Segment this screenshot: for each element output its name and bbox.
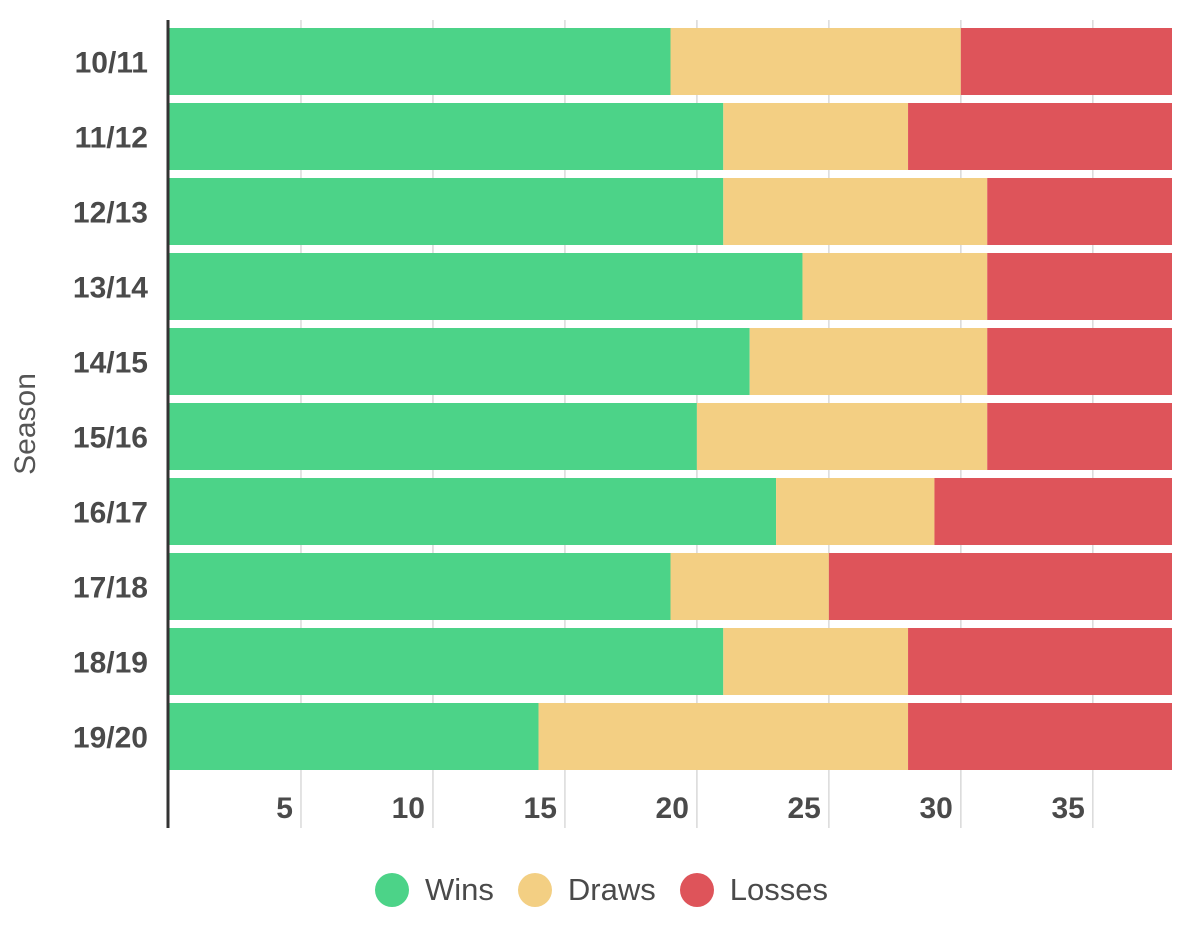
y-tick-label: 17/18	[73, 572, 148, 605]
bar-wins-14-15	[169, 328, 750, 395]
y-tick-label: 14/15	[73, 347, 148, 380]
legend-item-draws[interactable]: Draws	[517, 872, 656, 908]
x-tick-label: 5	[276, 792, 293, 825]
y-tick-label: 10/11	[75, 47, 148, 80]
x-tick-label: 30	[919, 792, 952, 825]
bar-losses-13-14	[987, 253, 1172, 320]
bar-wins-10-11	[169, 28, 671, 95]
bar-draws-19-20	[538, 703, 909, 770]
bar-wins-12-13	[169, 178, 724, 245]
y-tick-label: 19/20	[73, 722, 148, 755]
x-tick-label: 35	[1051, 792, 1084, 825]
bar-wins-16-17	[169, 478, 777, 545]
y-tick-label: 12/13	[73, 197, 148, 230]
y-axis-title: Season	[9, 373, 42, 475]
y-tick-label: 18/19	[73, 647, 148, 680]
legend-item-losses[interactable]: Losses	[679, 872, 828, 908]
bars	[169, 28, 1172, 770]
legend-item-wins[interactable]: Wins	[375, 872, 494, 908]
x-tick-label: 20	[656, 792, 689, 825]
y-tick-label: 11/12	[75, 122, 148, 155]
bar-losses-14-15	[987, 328, 1172, 395]
legend-swatch-losses	[679, 873, 714, 907]
bar-draws-11-12	[723, 103, 909, 170]
bar-draws-16-17	[776, 478, 935, 545]
legend-swatch-wins	[375, 873, 410, 907]
bar-losses-17-18	[828, 553, 1172, 620]
legend-label-draws: Draws	[567, 872, 656, 907]
bar-losses-11-12	[908, 103, 1172, 170]
bar-wins-13-14	[169, 253, 803, 320]
bar-losses-18-19	[908, 628, 1172, 695]
x-tick-label: 25	[787, 792, 820, 825]
bar-losses-19-20	[908, 703, 1172, 770]
bar-draws-15-16	[696, 403, 988, 470]
bar-wins-15-16	[169, 403, 697, 470]
y-tick-label: 16/17	[73, 497, 148, 530]
chart-plot-area: 10/11 11/12 12/13 13/14 14/15 15/16 16/17 17/18…	[9, 20, 1172, 828]
bar-losses-12-13	[987, 178, 1172, 245]
y-tick-label: 13/14	[73, 272, 148, 305]
bar-losses-10-11	[960, 28, 1172, 95]
bar-wins-17-18	[169, 553, 671, 620]
bar-losses-15-16	[987, 403, 1172, 470]
bar-draws-17-18	[670, 553, 829, 620]
bar-wins-19-20	[169, 703, 539, 770]
tick-labels: 10/11 11/12 12/13 13/14 14/15 15/16 16/17 17/18…	[73, 47, 1085, 826]
bar-draws-13-14	[802, 253, 988, 320]
bar-draws-12-13	[723, 178, 988, 245]
bar-draws-18-19	[723, 628, 909, 695]
bar-losses-16-17	[934, 478, 1172, 545]
legend-label-wins: Wins	[425, 872, 494, 907]
legend-label-losses: Losses	[729, 872, 828, 907]
y-tick-label: 15/16	[73, 422, 148, 455]
bar-wins-11-12	[169, 103, 724, 170]
bar-draws-10-11	[670, 28, 961, 95]
legend-swatch-draws	[517, 873, 552, 907]
bar-draws-14-15	[749, 328, 988, 395]
x-tick-label: 15	[524, 792, 557, 825]
bar-wins-18-19	[169, 628, 724, 695]
legend: Wins Draws Losses	[0, 872, 1203, 908]
x-tick-label: 10	[392, 792, 425, 825]
